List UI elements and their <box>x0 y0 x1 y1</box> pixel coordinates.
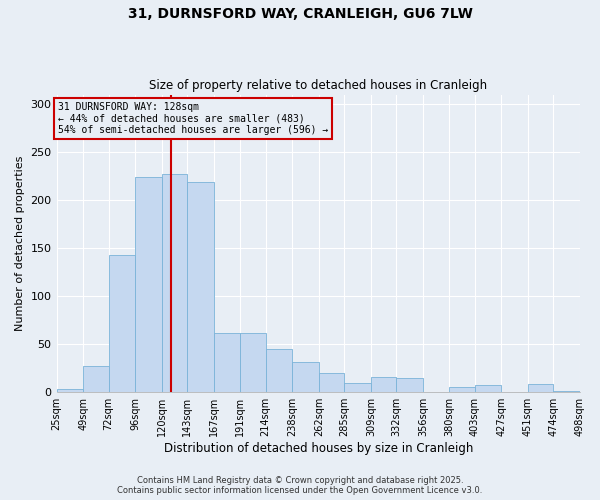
Bar <box>449 388 475 392</box>
Bar <box>553 391 580 392</box>
Bar <box>319 373 344 392</box>
Bar <box>475 384 502 392</box>
Bar <box>344 382 371 392</box>
Bar <box>187 182 214 392</box>
Bar <box>266 349 292 392</box>
Bar <box>396 378 423 392</box>
Bar <box>371 377 396 392</box>
Bar <box>161 174 187 392</box>
Y-axis label: Number of detached properties: Number of detached properties <box>15 156 25 331</box>
Text: Contains HM Land Registry data © Crown copyright and database right 2025.
Contai: Contains HM Land Registry data © Crown c… <box>118 476 482 495</box>
Bar <box>292 362 319 392</box>
Bar <box>528 384 553 392</box>
Bar <box>240 332 266 392</box>
Text: 31, DURNSFORD WAY, CRANLEIGH, GU6 7LW: 31, DURNSFORD WAY, CRANLEIGH, GU6 7LW <box>128 8 472 22</box>
Text: 31 DURNSFORD WAY: 128sqm
← 44% of detached houses are smaller (483)
54% of semi-: 31 DURNSFORD WAY: 128sqm ← 44% of detach… <box>58 102 328 136</box>
Bar <box>83 366 109 392</box>
Bar <box>109 255 135 392</box>
X-axis label: Distribution of detached houses by size in Cranleigh: Distribution of detached houses by size … <box>164 442 473 455</box>
Title: Size of property relative to detached houses in Cranleigh: Size of property relative to detached ho… <box>149 79 487 92</box>
Bar <box>56 390 83 392</box>
Bar <box>135 177 161 392</box>
Bar <box>214 332 240 392</box>
